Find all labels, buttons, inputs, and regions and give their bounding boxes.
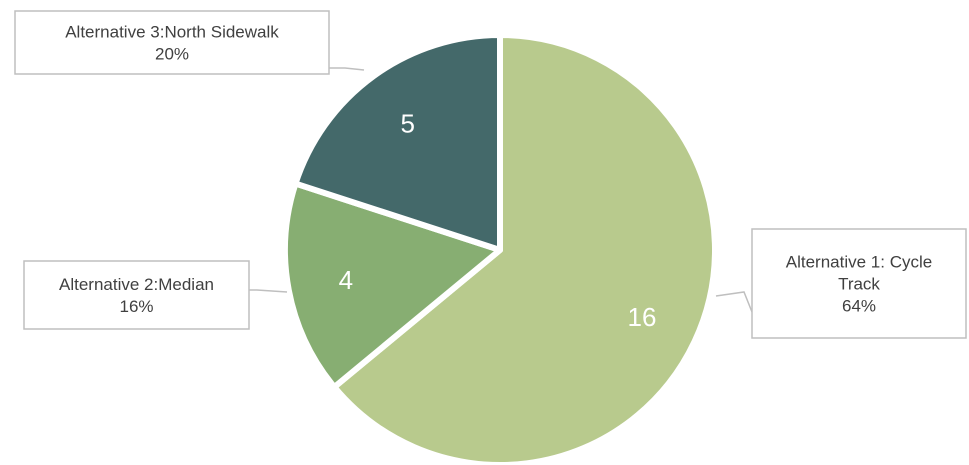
leader-lines-layer [249,67,753,313]
pie-slice-3 [292,32,503,253]
callout-category-label-2: Alternative 2:Median [59,275,214,294]
slice-value-label-1: 16 [628,302,657,332]
callout-box-2 [23,260,250,330]
callout-box-1 [751,228,967,339]
slices-layer [282,32,718,465]
slice-value-label-3: 5 [400,108,414,138]
leader-line-1 [715,291,753,313]
callout-2: Alternative 2:Median 16% [23,260,250,330]
slice-value-label-2: 4 [339,265,353,295]
callout-percent-label-2: 16% [119,297,153,316]
callout-3: Alternative 3:North Sidewalk 20% [14,10,330,75]
callout-category-label-1: Alternative 1: Cycle Track [786,253,932,294]
callout-percent-label-1: 64% [842,297,876,316]
callout-1: Alternative 1: Cycle Track 64% [751,228,967,339]
leader-line-2 [249,289,288,293]
callout-percent-label-3: 20% [155,45,189,64]
callout-box-3 [14,10,330,75]
callouts-layer: Alternative 1: Cycle Track64%Alternative … [14,10,967,339]
callout-category-label-3: Alternative 3:North Sidewalk [65,23,279,42]
leader-line-3 [329,67,365,71]
pie-slice-1 [331,32,718,465]
